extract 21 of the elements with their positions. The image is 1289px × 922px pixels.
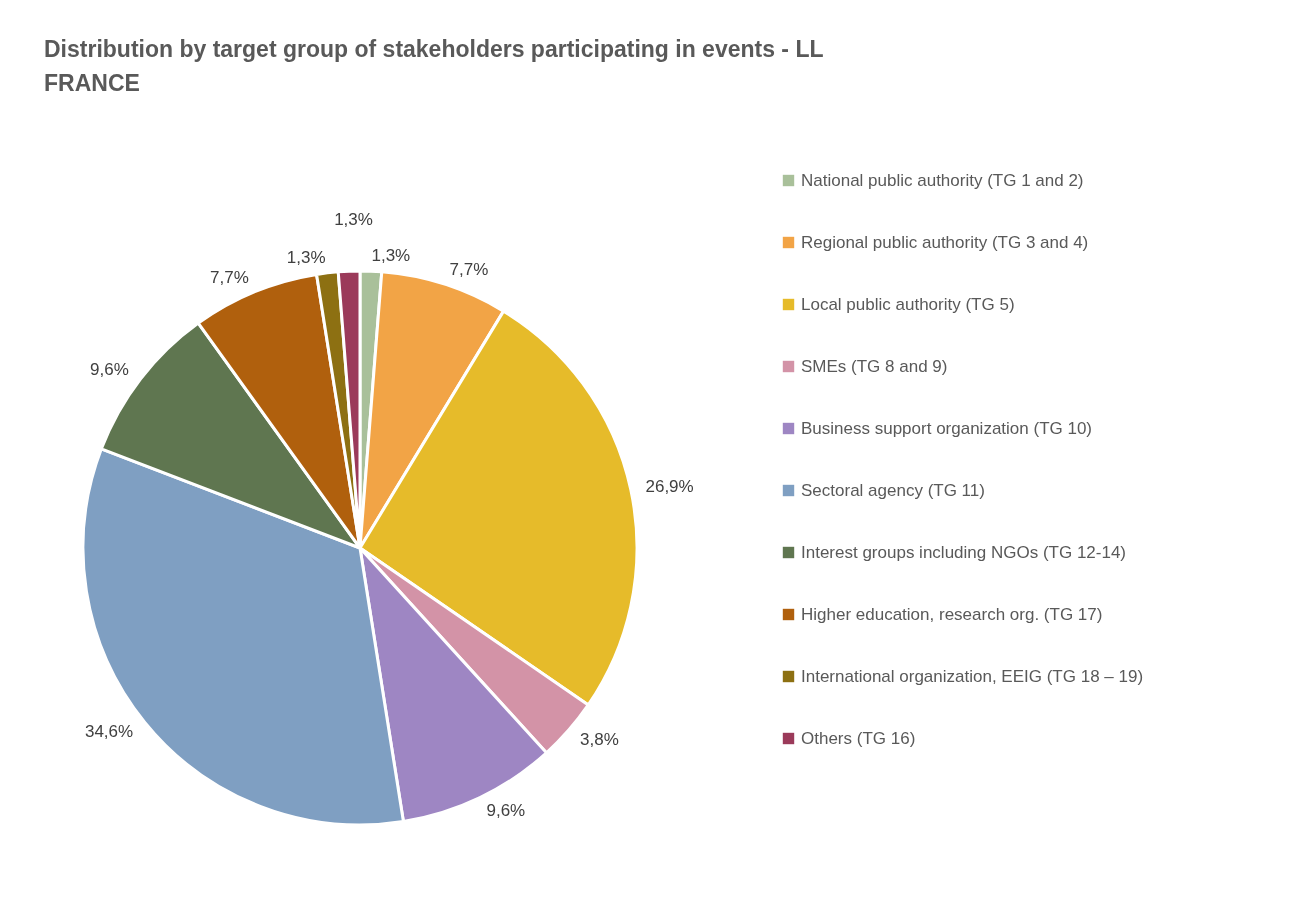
legend-label: Higher education, research org. (TG 17): [801, 604, 1103, 624]
data-label: 9,6%: [486, 801, 526, 821]
data-label: 9,6%: [89, 359, 129, 379]
data-label: 1,3%: [286, 248, 326, 268]
legend-label: SMEs (TG 8 and 9): [801, 356, 948, 376]
data-label: 7,7%: [449, 260, 489, 280]
legend-label: International organization, EEIG (TG 18 – 19): [801, 666, 1144, 686]
legend-label: Business support organization (TG 10): [801, 418, 1093, 438]
legend-label: Interest groups including NGOs (TG 12-14): [801, 542, 1127, 562]
data-label: 7,7%: [210, 267, 249, 287]
data-label: 34,6%: [84, 721, 134, 741]
data-label: 26,9%: [645, 476, 694, 496]
legend-label: Local public authority (TG 5): [801, 294, 1015, 314]
data-label: 1,3%: [371, 246, 411, 266]
legend-label: Others (TG 16): [801, 728, 916, 748]
legend-label: National public authority (TG 1 and 2): [801, 170, 1084, 190]
data-label: 3,8%: [580, 729, 619, 749]
legend-label: Regional public authority (TG 3 and 4): [801, 232, 1089, 252]
data-label: 1,3%: [334, 210, 373, 230]
legend-label: Sectoral agency (TG 11): [801, 480, 985, 500]
chart-title: Distribution by target group of stakeholders participating in events - LL FRANCE: [44, 36, 824, 96]
